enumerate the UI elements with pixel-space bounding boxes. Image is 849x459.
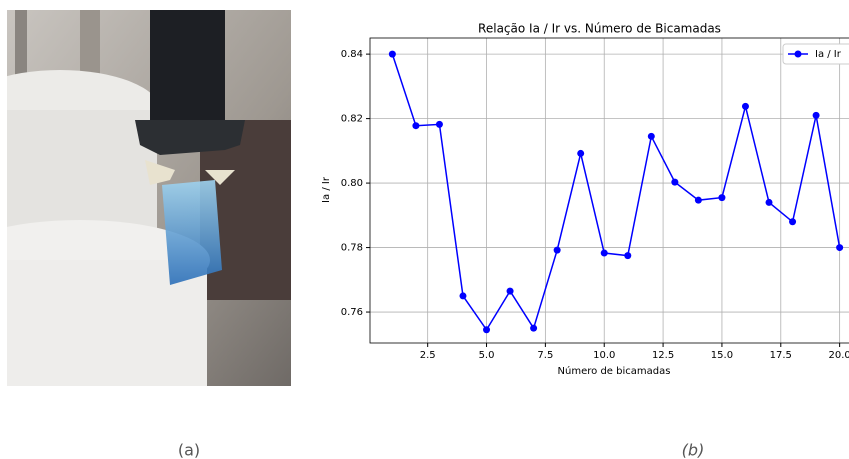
chart-title: Relação Ia / Ir vs. Número de Bicamadas: [478, 22, 721, 36]
data-point: [624, 252, 631, 259]
data-point: [671, 179, 678, 186]
data-point: [836, 244, 843, 251]
caption: (b): [682, 441, 705, 459]
data-point: [813, 112, 820, 119]
x-tick-label: 20.0: [829, 350, 849, 361]
data-point: [789, 218, 796, 225]
x-tick-label: 15.0: [711, 350, 733, 361]
legend-label: Ia / Ir: [815, 49, 842, 60]
data-point: [389, 51, 396, 58]
x-tick-label: 7.5: [537, 350, 553, 361]
page: (a) (b) 0.76 0.78 0.80 0.82 0.84 2.5 5.0 7.5 10.…: [0, 0, 849, 459]
x-tick-label: 5.0: [479, 350, 495, 361]
data-point: [507, 288, 514, 295]
data-point: [695, 197, 702, 204]
data-point: [412, 122, 419, 129]
data-point: [648, 133, 655, 140]
data-point: [530, 325, 537, 332]
data-point: [742, 103, 749, 110]
data-point: [483, 326, 490, 333]
x-tick-label: 10.0: [593, 350, 615, 361]
photo: [0, 10, 291, 386]
y-tick-label: 0.84: [341, 49, 363, 60]
x-tick-label: 17.5: [770, 350, 792, 361]
plot-frame: [370, 38, 849, 343]
data-point: [766, 199, 773, 206]
figure: (a) (b) 0.76 0.78 0.80 0.82 0.84 2.5 5.0 7.5 10.…: [0, 0, 849, 459]
x-tick-label: 12.5: [652, 350, 674, 361]
data-point: [577, 150, 584, 157]
caption: (a): [178, 441, 200, 459]
x-axis-label: Número de bicamadas: [558, 365, 671, 377]
y-tick-label: 0.80: [341, 178, 363, 189]
y-axis-label: Ia / Ir: [321, 176, 332, 203]
data-point: [459, 292, 466, 299]
data-point: [601, 250, 608, 257]
x-tick-label: 2.5: [420, 350, 436, 361]
data-point: [436, 121, 443, 128]
y-tick-label: 0.76: [341, 307, 363, 318]
data-point: [554, 247, 561, 254]
y-tick-label: 0.82: [341, 114, 363, 125]
data-point: [718, 194, 725, 201]
y-tick-label: 0.78: [341, 243, 363, 254]
data-line: [392, 54, 839, 330]
legend-marker: [795, 51, 802, 58]
